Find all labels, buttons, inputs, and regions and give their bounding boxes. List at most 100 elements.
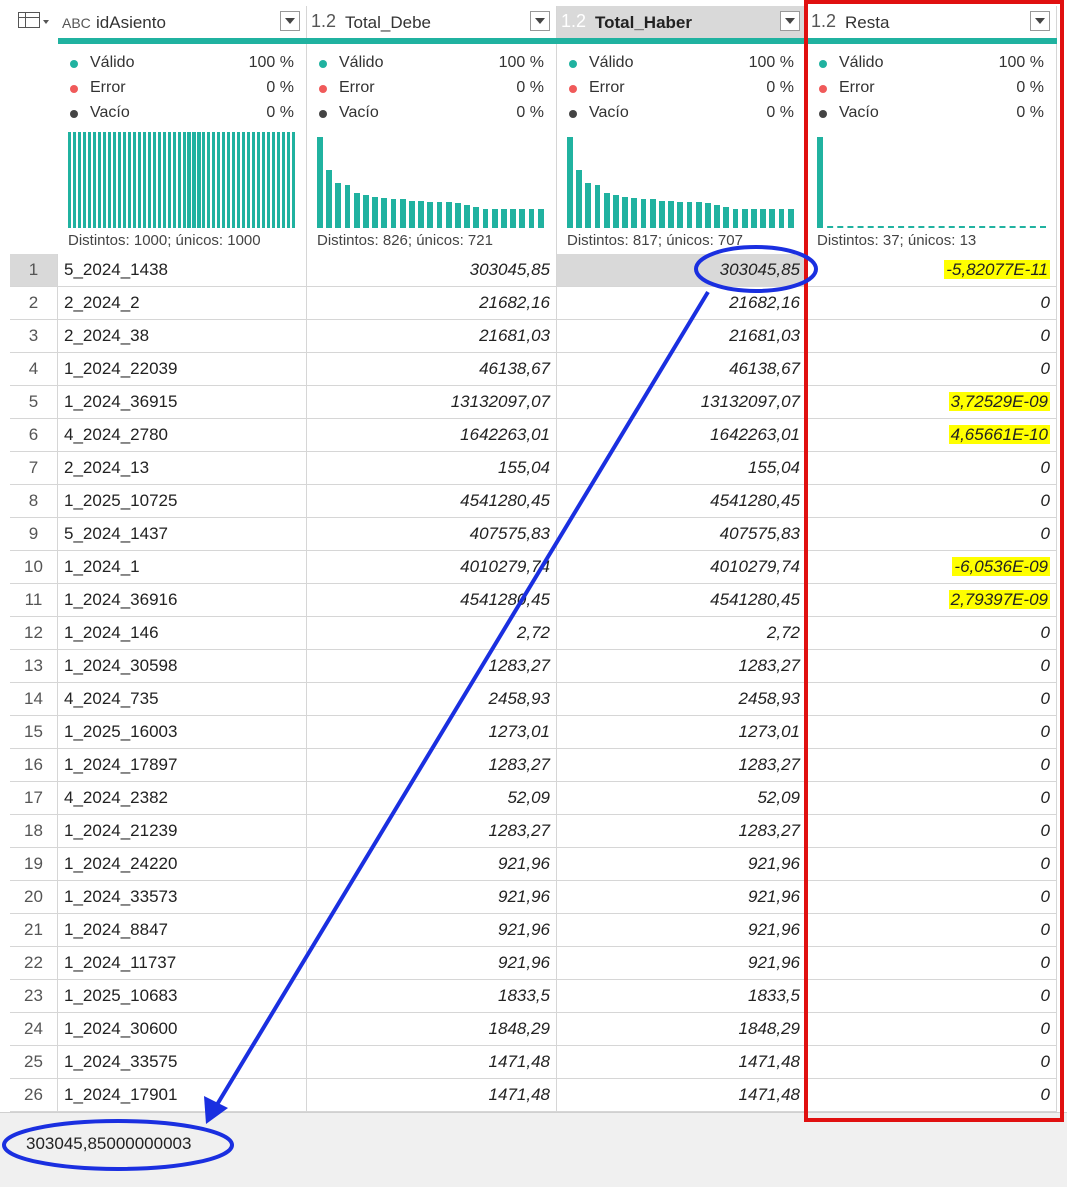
cell-total-haber[interactable]: 1642263,01 (557, 419, 807, 452)
cell-total-debe[interactable]: 21681,03 (307, 320, 557, 353)
cell-total-debe[interactable]: 1642263,01 (307, 419, 557, 452)
cell-resta[interactable]: 0 (807, 518, 1057, 551)
cell-idasiento[interactable]: 1_2024_36915 (58, 386, 307, 419)
row-number[interactable]: 20 (10, 881, 58, 914)
cell-resta[interactable]: 0 (807, 617, 1057, 650)
row-number[interactable]: 12 (10, 617, 58, 650)
cell-idasiento[interactable]: 1_2024_30598 (58, 650, 307, 683)
cell-total-haber[interactable]: 155,04 (557, 452, 807, 485)
cell-total-haber[interactable]: 1471,48 (557, 1046, 807, 1079)
cell-resta[interactable]: 0 (807, 353, 1057, 386)
cell-total-haber[interactable]: 46138,67 (557, 353, 807, 386)
cell-idasiento[interactable]: 5_2024_1437 (58, 518, 307, 551)
row-number[interactable]: 13 (10, 650, 58, 683)
row-number[interactable]: 19 (10, 848, 58, 881)
row-number[interactable]: 22 (10, 947, 58, 980)
cell-total-haber[interactable]: 921,96 (557, 848, 807, 881)
cell-resta[interactable]: 3,72529E-09 (807, 386, 1057, 419)
column-header-total-debe[interactable]: 1.2 Total_Debe (307, 6, 557, 38)
cell-idasiento[interactable]: 1_2024_17897 (58, 749, 307, 782)
row-number[interactable]: 18 (10, 815, 58, 848)
cell-total-debe[interactable]: 921,96 (307, 848, 557, 881)
cell-total-haber[interactable]: 2458,93 (557, 683, 807, 716)
row-number[interactable]: 1 (10, 254, 58, 287)
cell-idasiento[interactable]: 1_2024_22039 (58, 353, 307, 386)
cell-resta[interactable]: 0 (807, 650, 1057, 683)
cell-idasiento[interactable]: 1_2024_24220 (58, 848, 307, 881)
row-number[interactable]: 16 (10, 749, 58, 782)
cell-total-haber[interactable]: 1273,01 (557, 716, 807, 749)
value-distribution-chart[interactable] (817, 132, 1046, 228)
cell-total-debe[interactable]: 1833,5 (307, 980, 557, 1013)
cell-total-debe[interactable]: 1471,48 (307, 1079, 557, 1112)
cell-resta[interactable]: 2,79397E-09 (807, 584, 1057, 617)
cell-total-debe[interactable]: 2458,93 (307, 683, 557, 716)
cell-total-debe[interactable]: 407575,83 (307, 518, 557, 551)
cell-resta[interactable]: 0 (807, 683, 1057, 716)
cell-resta[interactable]: 0 (807, 1046, 1057, 1079)
row-number[interactable]: 14 (10, 683, 58, 716)
cell-idasiento[interactable]: 1_2024_1 (58, 551, 307, 584)
filter-dropdown-button[interactable] (280, 11, 300, 31)
cell-total-debe[interactable]: 1283,27 (307, 749, 557, 782)
cell-idasiento[interactable]: 5_2024_1438 (58, 254, 307, 287)
row-number[interactable]: 6 (10, 419, 58, 452)
cell-idasiento[interactable]: 1_2024_8847 (58, 914, 307, 947)
row-number[interactable]: 21 (10, 914, 58, 947)
row-number[interactable]: 5 (10, 386, 58, 419)
cell-idasiento[interactable]: 1_2024_146 (58, 617, 307, 650)
cell-total-debe[interactable]: 4541280,45 (307, 584, 557, 617)
cell-total-haber[interactable]: 4010279,74 (557, 551, 807, 584)
cell-total-haber[interactable]: 1283,27 (557, 749, 807, 782)
cell-total-haber[interactable]: 1833,5 (557, 980, 807, 1013)
cell-total-debe[interactable]: 1283,27 (307, 815, 557, 848)
cell-total-haber[interactable]: 921,96 (557, 947, 807, 980)
cell-total-debe[interactable]: 921,96 (307, 914, 557, 947)
cell-total-haber[interactable]: 52,09 (557, 782, 807, 815)
row-number[interactable]: 7 (10, 452, 58, 485)
cell-resta[interactable]: 0 (807, 1013, 1057, 1046)
cell-resta[interactable]: 0 (807, 980, 1057, 1013)
row-number[interactable]: 9 (10, 518, 58, 551)
cell-total-debe[interactable]: 303045,85 (307, 254, 557, 287)
cell-resta[interactable]: 0 (807, 881, 1057, 914)
cell-total-debe[interactable]: 155,04 (307, 452, 557, 485)
cell-idasiento[interactable]: 1_2024_36916 (58, 584, 307, 617)
cell-resta[interactable]: 0 (807, 782, 1057, 815)
cell-idasiento[interactable]: 1_2024_33575 (58, 1046, 307, 1079)
cell-total-haber[interactable]: 1471,48 (557, 1079, 807, 1112)
cell-total-haber[interactable]: 1848,29 (557, 1013, 807, 1046)
column-header-resta[interactable]: 1.2 Resta (807, 6, 1057, 38)
cell-idasiento[interactable]: 1_2024_21239 (58, 815, 307, 848)
row-number[interactable]: 8 (10, 485, 58, 518)
cell-resta[interactable]: 0 (807, 716, 1057, 749)
row-number[interactable]: 10 (10, 551, 58, 584)
cell-total-debe[interactable]: 52,09 (307, 782, 557, 815)
row-number[interactable]: 15 (10, 716, 58, 749)
cell-total-haber[interactable]: 303045,85 (557, 254, 807, 287)
cell-total-debe[interactable]: 921,96 (307, 947, 557, 980)
cell-resta[interactable]: 0 (807, 914, 1057, 947)
cell-total-debe[interactable]: 13132097,07 (307, 386, 557, 419)
row-number[interactable]: 24 (10, 1013, 58, 1046)
cell-total-debe[interactable]: 4541280,45 (307, 485, 557, 518)
cell-total-haber[interactable]: 4541280,45 (557, 485, 807, 518)
cell-idasiento[interactable]: 1_2025_16003 (58, 716, 307, 749)
row-number[interactable]: 23 (10, 980, 58, 1013)
cell-total-debe[interactable]: 1848,29 (307, 1013, 557, 1046)
cell-idasiento[interactable]: 4_2024_2780 (58, 419, 307, 452)
cell-resta[interactable]: 4,65661E-10 (807, 419, 1057, 452)
cell-total-debe[interactable]: 21682,16 (307, 287, 557, 320)
cell-idasiento[interactable]: 1_2025_10725 (58, 485, 307, 518)
cell-resta[interactable]: 0 (807, 848, 1057, 881)
filter-dropdown-button[interactable] (530, 11, 550, 31)
cell-total-haber[interactable]: 921,96 (557, 881, 807, 914)
cell-idasiento[interactable]: 1_2024_30600 (58, 1013, 307, 1046)
cell-total-debe[interactable]: 1273,01 (307, 716, 557, 749)
cell-idasiento[interactable]: 2_2024_38 (58, 320, 307, 353)
value-distribution-chart[interactable] (317, 132, 546, 228)
cell-total-haber[interactable]: 4541280,45 (557, 584, 807, 617)
row-number[interactable]: 17 (10, 782, 58, 815)
cell-resta[interactable]: -6,0536E-09 (807, 551, 1057, 584)
cell-idasiento[interactable]: 1_2025_10683 (58, 980, 307, 1013)
